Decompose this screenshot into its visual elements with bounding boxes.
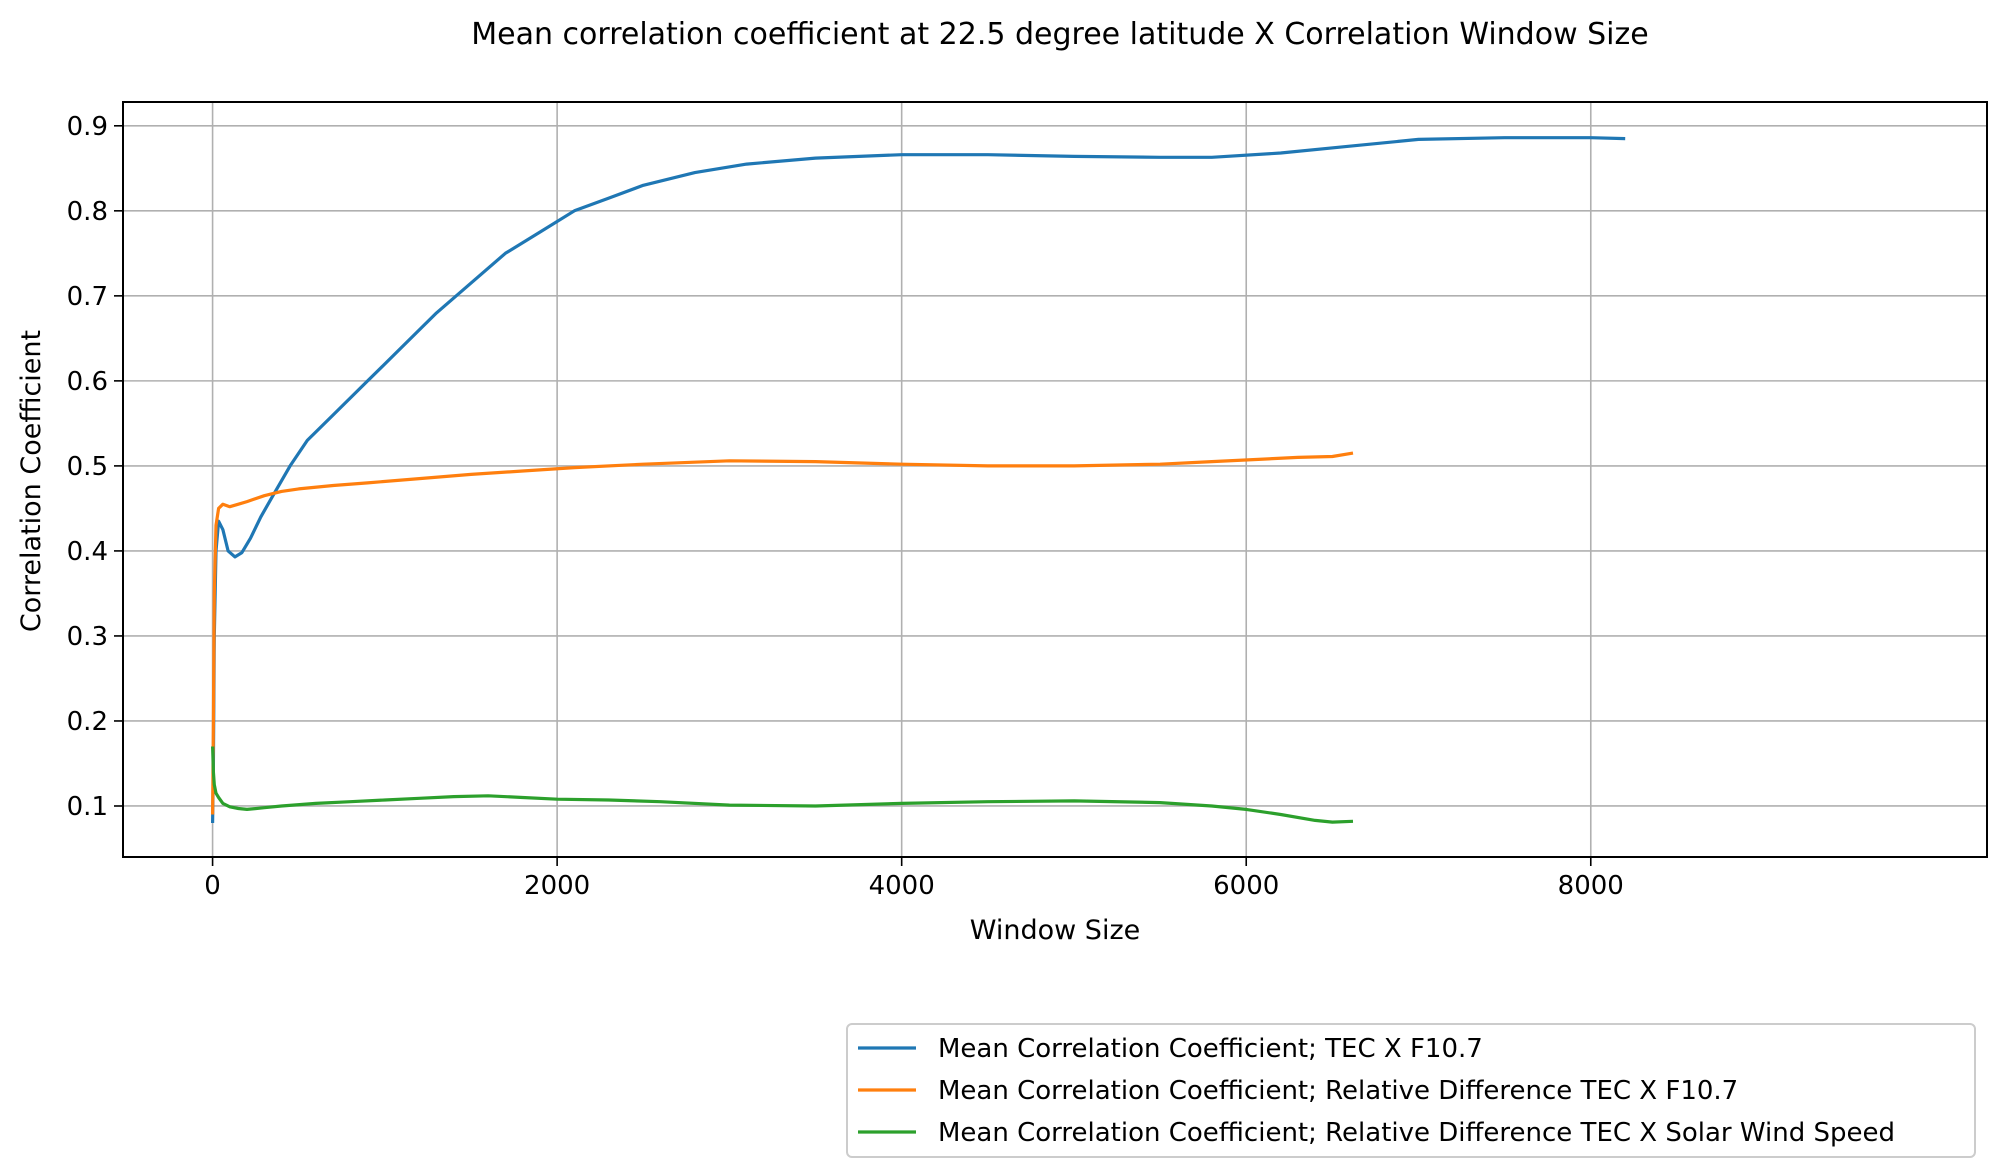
legend-label-2: Mean Correlation Coefficient; Relative D… bbox=[938, 1076, 1738, 1106]
series-line-3 bbox=[211, 746, 1354, 824]
x-tick-label: 0 bbox=[204, 871, 221, 901]
y-tick-label: 0.5 bbox=[67, 452, 108, 482]
legend-box bbox=[846, 1023, 1976, 1158]
y-tick-label: 0.6 bbox=[67, 367, 108, 397]
chart-title: Mean correlation coefficient at 22.5 deg… bbox=[471, 17, 1648, 52]
y-axis-label: Correlation Coefficient bbox=[16, 330, 47, 632]
series-line-1 bbox=[211, 136, 1626, 824]
y-tick-label: 0.9 bbox=[67, 112, 108, 142]
legend-label-3: Mean Correlation Coefficient; Relative D… bbox=[938, 1118, 1895, 1148]
y-tick-label: 0.7 bbox=[67, 282, 108, 312]
x-tick-label: 4000 bbox=[869, 871, 935, 901]
series-lines bbox=[211, 136, 1626, 824]
x-tick-label: 8000 bbox=[1558, 871, 1624, 901]
y-tick-label: 0.3 bbox=[67, 622, 108, 652]
y-axis-ticks: 0.1 0.2 0.3 0.4 0.5 0.6 0.7 0.8 0.9 bbox=[67, 112, 123, 822]
y-tick-label: 0.1 bbox=[67, 792, 108, 822]
x-tick-label: 2000 bbox=[524, 871, 590, 901]
plot-area-frame bbox=[122, 101, 1988, 858]
y-tick-label: 0.4 bbox=[67, 537, 108, 567]
grid-lines bbox=[123, 102, 1987, 857]
y-tick-label: 0.2 bbox=[67, 707, 108, 737]
x-axis-label: Window Size bbox=[970, 915, 1140, 946]
series-line-2 bbox=[211, 451, 1354, 815]
legend: Mean Correlation Coefficient; TEC X F10.… bbox=[846, 1023, 1976, 1158]
x-tick-label: 6000 bbox=[1213, 871, 1279, 901]
x-axis-ticks: 0 2000 4000 6000 8000 bbox=[204, 857, 1624, 901]
legend-label-1: Mean Correlation Coefficient; TEC X F10.… bbox=[938, 1034, 1483, 1064]
legend-items: Mean Correlation Coefficient; TEC X F10.… bbox=[858, 1034, 1895, 1148]
y-tick-label: 0.8 bbox=[67, 197, 108, 227]
